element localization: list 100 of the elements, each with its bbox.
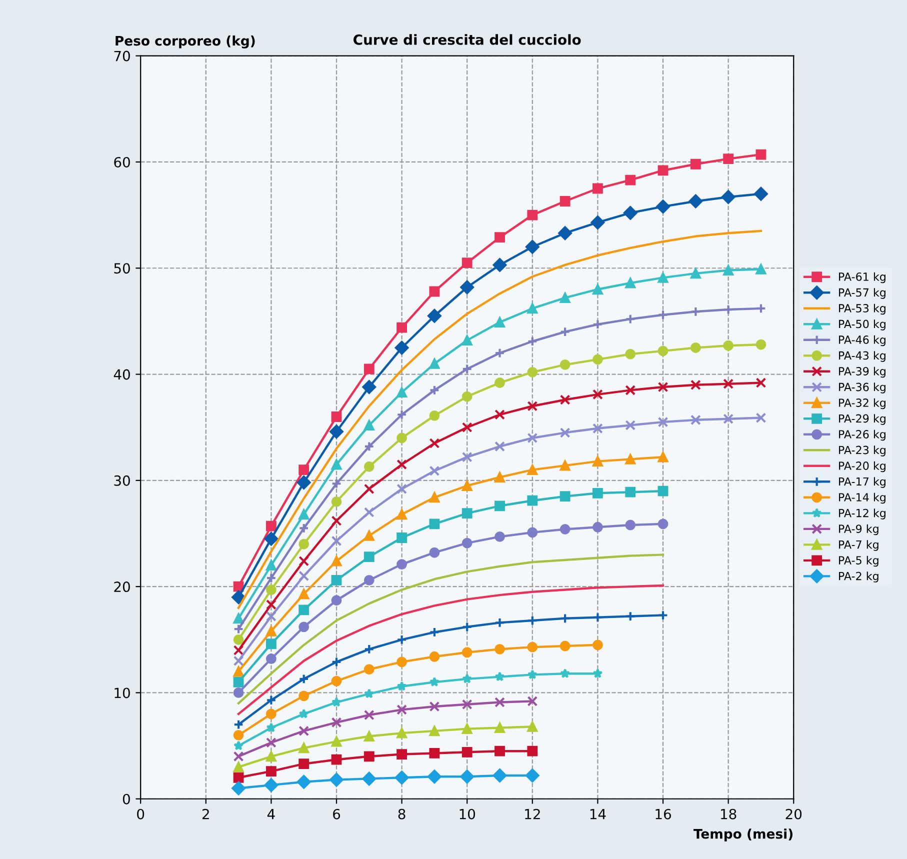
point <box>264 778 278 792</box>
point <box>527 669 538 680</box>
point <box>364 420 374 430</box>
point <box>690 380 701 390</box>
point <box>625 520 636 530</box>
legend-label: PA-29 kg <box>839 414 886 425</box>
point <box>462 724 472 734</box>
x-tick-label: 14 <box>590 809 606 820</box>
point <box>429 466 440 476</box>
point <box>658 416 668 428</box>
point <box>658 610 668 620</box>
point <box>658 382 668 392</box>
point <box>396 656 408 668</box>
x-tick-label: 0 <box>137 808 144 820</box>
point <box>558 226 572 240</box>
legend-label: PA-61 kg <box>839 272 886 284</box>
point <box>723 154 734 164</box>
point <box>592 389 603 400</box>
point <box>429 748 440 758</box>
point <box>362 380 376 394</box>
point <box>266 751 276 762</box>
point <box>429 627 440 638</box>
x-tick-label: 8 <box>398 808 406 820</box>
legend-label: PA-20 kg <box>839 461 886 472</box>
point <box>331 574 342 586</box>
point <box>462 699 472 710</box>
point <box>233 656 244 666</box>
point <box>266 638 276 650</box>
legend-label: PA-53 kg <box>839 304 886 315</box>
point <box>527 336 538 347</box>
point <box>560 524 570 534</box>
point <box>364 688 374 698</box>
point <box>394 340 409 355</box>
point <box>525 240 540 254</box>
point <box>396 532 408 543</box>
point <box>625 174 636 186</box>
point <box>592 423 603 434</box>
point <box>429 651 440 662</box>
point <box>396 634 408 645</box>
legend-label: PA-36 kg <box>839 382 886 394</box>
point <box>756 264 766 274</box>
point <box>492 768 507 782</box>
point <box>462 480 472 491</box>
point <box>266 722 276 732</box>
point <box>756 378 766 388</box>
point <box>592 612 603 623</box>
y-tick-label: 30 <box>114 475 130 486</box>
point <box>233 751 244 762</box>
point <box>625 454 636 464</box>
point <box>625 384 636 396</box>
y-tick-label: 0 <box>122 794 130 804</box>
point <box>590 216 605 230</box>
y-tick-label: 50 <box>114 263 130 274</box>
point <box>298 509 310 520</box>
x-tick-label: 12 <box>525 808 540 820</box>
point <box>331 496 342 507</box>
point <box>625 420 636 430</box>
point <box>298 690 310 702</box>
point <box>723 340 734 351</box>
point <box>592 668 603 678</box>
point <box>527 366 538 378</box>
point <box>331 717 342 728</box>
point <box>234 740 244 750</box>
point <box>364 507 374 518</box>
point <box>592 488 603 498</box>
point <box>560 292 570 304</box>
point <box>462 508 472 519</box>
point <box>331 556 342 566</box>
point <box>494 317 505 328</box>
point <box>494 531 505 542</box>
point <box>560 326 570 338</box>
point <box>527 432 538 444</box>
point <box>429 547 440 558</box>
point <box>560 394 570 405</box>
point <box>560 613 570 624</box>
point <box>266 766 276 776</box>
point <box>494 232 505 243</box>
x-tick-label: 18 <box>721 808 736 820</box>
point <box>658 165 668 176</box>
point <box>560 668 570 678</box>
point <box>331 459 342 470</box>
point <box>494 746 505 756</box>
point <box>331 536 342 546</box>
point <box>266 654 276 664</box>
point <box>494 644 505 654</box>
point <box>462 335 472 346</box>
point <box>233 624 244 634</box>
y-tick-label: 60 <box>114 156 130 168</box>
point <box>266 599 276 610</box>
point <box>233 645 244 656</box>
point <box>364 552 374 562</box>
point <box>429 410 440 421</box>
point <box>527 464 538 476</box>
y-axis-title: Peso corporeo (kg) <box>116 36 255 48</box>
point <box>396 484 408 494</box>
point <box>233 613 244 624</box>
point <box>527 400 538 412</box>
point <box>460 770 474 784</box>
point <box>494 348 505 358</box>
point <box>625 611 636 622</box>
